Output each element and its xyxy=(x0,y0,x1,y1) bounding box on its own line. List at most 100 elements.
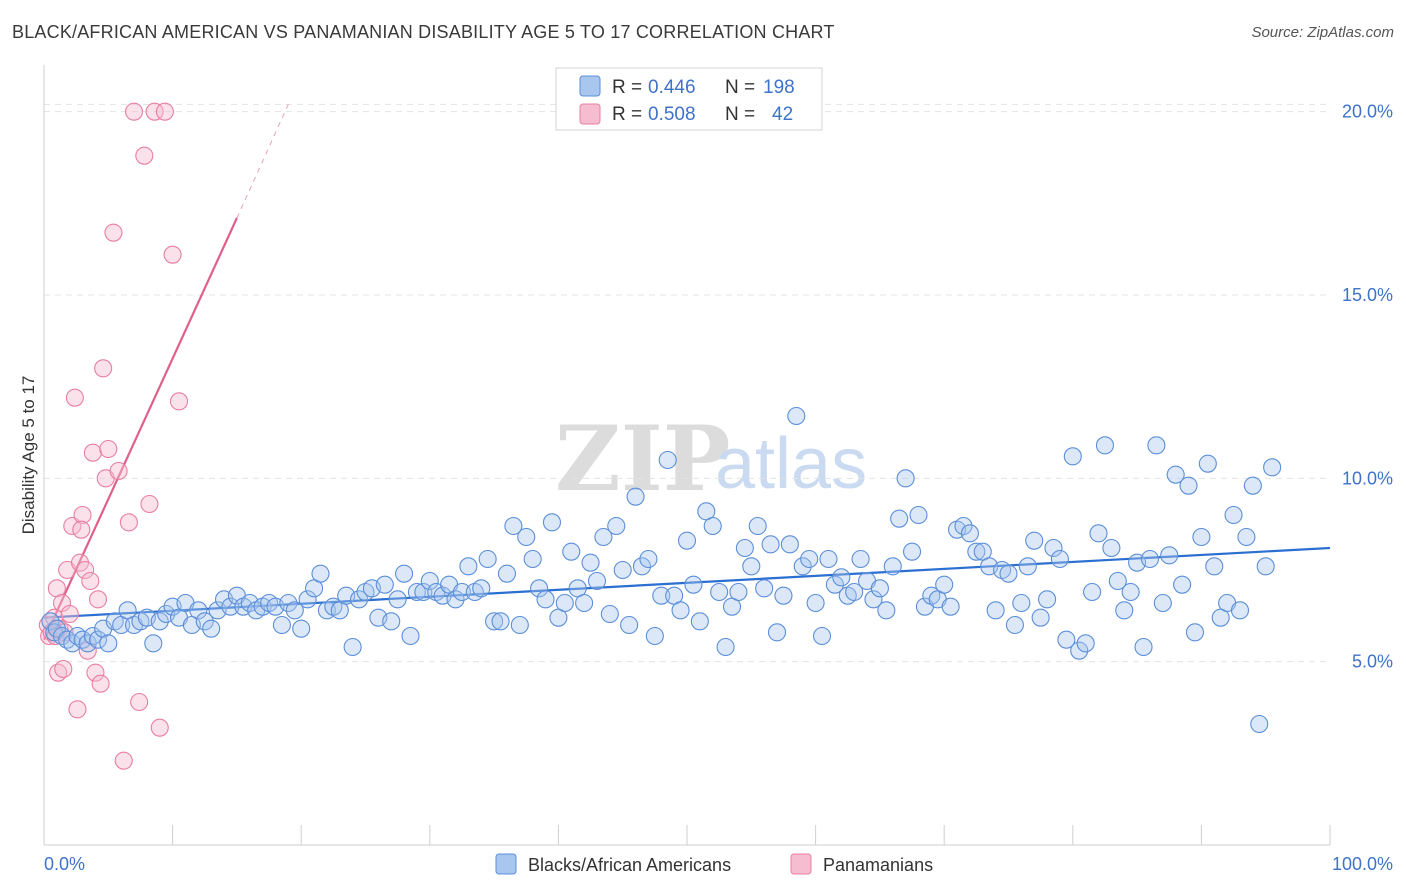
point-blacks-90 xyxy=(600,604,619,624)
point-blacks-89 xyxy=(594,527,613,547)
point-blacks-110 xyxy=(729,582,748,602)
point-blacks-83 xyxy=(555,593,574,613)
point-blacks-145 xyxy=(954,516,973,536)
point-blacks-72 xyxy=(485,612,504,631)
point-blacks-113 xyxy=(748,516,767,536)
point-blacks-20 xyxy=(150,612,169,631)
point-blacks-60 xyxy=(407,582,426,602)
point-blacks-103 xyxy=(684,575,703,594)
point-blacks-98 xyxy=(652,586,671,605)
legend-n-label-blue: N = xyxy=(725,77,755,98)
legend-r-label-pink: R = xyxy=(612,104,642,125)
point-blacks-88 xyxy=(587,571,607,591)
point-blacks-84 xyxy=(562,542,581,561)
point-panamanians-9 xyxy=(60,604,79,624)
trend-line-panamanians-dashed xyxy=(236,104,289,219)
legend: R = 0.446 N = 198 R = 0.508 N = 42 xyxy=(555,67,823,131)
point-panamanians-18 xyxy=(83,443,102,462)
point-blacks-176 xyxy=(1153,593,1172,613)
point-blacks-94 xyxy=(626,487,645,506)
series-panamanians xyxy=(38,102,189,770)
point-blacks-183 xyxy=(1198,454,1217,473)
point-blacks-45 xyxy=(311,564,330,583)
point-blacks-131 xyxy=(864,590,883,609)
point-blacks-43 xyxy=(298,590,317,609)
point-blacks-57 xyxy=(388,590,407,609)
point-blacks-179 xyxy=(1173,575,1192,594)
point-blacks-190 xyxy=(1243,476,1262,495)
point-blacks-74 xyxy=(497,564,517,583)
point-blacks-51 xyxy=(350,590,369,609)
point-blacks-188 xyxy=(1230,601,1250,620)
point-blacks-70 xyxy=(472,579,491,598)
point-panamanians-15 xyxy=(76,560,95,580)
point-blacks-166 xyxy=(1089,524,1108,543)
point-panamanians-31 xyxy=(135,146,154,165)
point-blacks-12 xyxy=(99,634,118,653)
gridlines xyxy=(44,103,1330,663)
point-panamanians-10 xyxy=(63,516,82,536)
watermark-zip: ZIP xyxy=(555,406,730,512)
legend-r-value-blue: 0.446 xyxy=(648,77,696,98)
point-blacks-75 xyxy=(504,516,523,536)
bottom-legend-swatch-blue xyxy=(495,853,517,875)
point-panamanians-11 xyxy=(65,388,84,407)
point-blacks-150 xyxy=(986,601,1005,620)
point-blacks-78 xyxy=(523,549,542,569)
point-panamanians-26 xyxy=(109,461,128,481)
x-tick-label-min: 0.0% xyxy=(44,854,85,874)
point-blacks-31 xyxy=(221,597,240,616)
x-tick-label-max: 100.0% xyxy=(1332,854,1393,874)
point-blacks-164 xyxy=(1076,634,1095,653)
point-blacks-142 xyxy=(935,575,954,594)
bottom-legend-label-blue: Blacks/African Americans xyxy=(528,855,731,875)
point-blacks-125 xyxy=(825,575,844,594)
watermark-atlas: atlas xyxy=(715,424,867,504)
point-blacks-73 xyxy=(491,612,510,631)
point-panamanians-19 xyxy=(86,663,105,682)
point-blacks-56 xyxy=(382,612,401,631)
point-blacks-174 xyxy=(1140,549,1160,569)
x-tick-labels: 0.0% 100.0% xyxy=(44,854,1393,874)
bottom-legend-swatch-pink xyxy=(790,853,812,875)
point-panamanians-28 xyxy=(119,513,138,532)
point-blacks-161 xyxy=(1057,630,1076,649)
point-blacks-118 xyxy=(780,535,799,554)
point-blacks-158 xyxy=(1038,590,1057,609)
y-tick-label-0: 5.0% xyxy=(1352,652,1393,672)
point-blacks-91 xyxy=(607,516,626,536)
point-blacks-120 xyxy=(793,557,812,576)
point-blacks-157 xyxy=(1031,608,1050,627)
y-tick-labels: 5.0% 10.0% 15.0% 20.0% xyxy=(1342,102,1393,672)
point-blacks-62 xyxy=(420,571,439,591)
bottom-legend: Blacks/African Americans Panamanians xyxy=(495,853,933,875)
point-panamanians-30 xyxy=(130,692,149,712)
point-blacks-156 xyxy=(1025,531,1044,550)
point-blacks-178 xyxy=(1166,465,1185,484)
point-panamanians-33 xyxy=(145,102,164,121)
chart-title: BLACK/AFRICAN AMERICAN VS PANAMANIAN DIS… xyxy=(12,22,835,42)
point-blacks-132 xyxy=(870,579,889,598)
y-tick-label-2: 15.0% xyxy=(1342,285,1393,305)
point-panamanians-34 xyxy=(150,718,169,737)
legend-n-label-pink: N = xyxy=(725,104,755,125)
point-panamanians-12 xyxy=(68,700,87,719)
point-blacks-71 xyxy=(478,549,497,569)
point-blacks-143 xyxy=(941,597,960,616)
point-blacks-27 xyxy=(195,612,214,631)
point-blacks-147 xyxy=(967,542,986,561)
point-blacks-92 xyxy=(613,560,632,580)
point-panamanians-41 xyxy=(72,520,91,539)
point-blacks-76 xyxy=(510,615,529,635)
point-blacks-182 xyxy=(1192,527,1211,547)
point-blacks-187 xyxy=(1224,505,1243,525)
point-blacks-77 xyxy=(517,527,536,547)
point-blacks-154 xyxy=(1012,593,1031,613)
point-blacks-180 xyxy=(1179,476,1198,495)
watermark: ZIP atlas xyxy=(555,406,867,512)
point-blacks-55 xyxy=(375,575,394,594)
point-blacks-184 xyxy=(1205,557,1224,576)
point-blacks-152 xyxy=(999,564,1018,583)
point-blacks-61 xyxy=(414,582,433,602)
source-label: Source: ZipAtlas.com xyxy=(1251,24,1394,41)
